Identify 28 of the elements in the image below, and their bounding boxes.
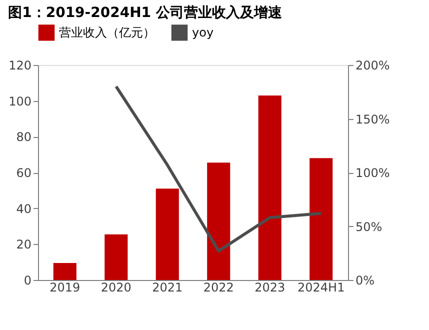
bar	[310, 158, 333, 280]
bar	[104, 234, 128, 280]
legend-label: 营业收入（亿元）	[59, 26, 155, 40]
y2-tick-label: 200%	[356, 58, 390, 72]
y-tick-label: 40	[16, 202, 32, 216]
y2-tick-label: 100%	[356, 166, 390, 180]
y-tick-label: 20	[16, 238, 32, 252]
line-series	[114, 85, 323, 252]
y2-tick-label: 50%	[356, 220, 382, 234]
x-tick-label: 2021	[152, 280, 183, 294]
y2-tick-label: 150%	[356, 112, 390, 126]
bar	[53, 262, 76, 280]
bar	[156, 188, 179, 280]
y-tick-label: 0	[24, 274, 32, 288]
y-tick-label: 80	[16, 130, 32, 144]
x-tick-label: 2022	[203, 280, 234, 294]
x-tick-label: 2020	[100, 280, 132, 294]
x-tick-label: 2023	[254, 280, 286, 294]
x-tick-label: 2019	[50, 280, 80, 294]
bar	[258, 95, 282, 280]
y-tick-label: 100	[8, 94, 32, 108]
legend-label: yoy	[192, 26, 214, 40]
bar	[207, 162, 230, 280]
y-tick-label: 60	[16, 166, 32, 180]
chart-title: 图1：2019-2024H1 公司营业收入及增速	[8, 5, 283, 21]
y2-tick-label: 0%	[356, 274, 375, 288]
x-tick-label: 2024H1	[298, 280, 345, 294]
y-tick-label: 120	[8, 58, 32, 72]
